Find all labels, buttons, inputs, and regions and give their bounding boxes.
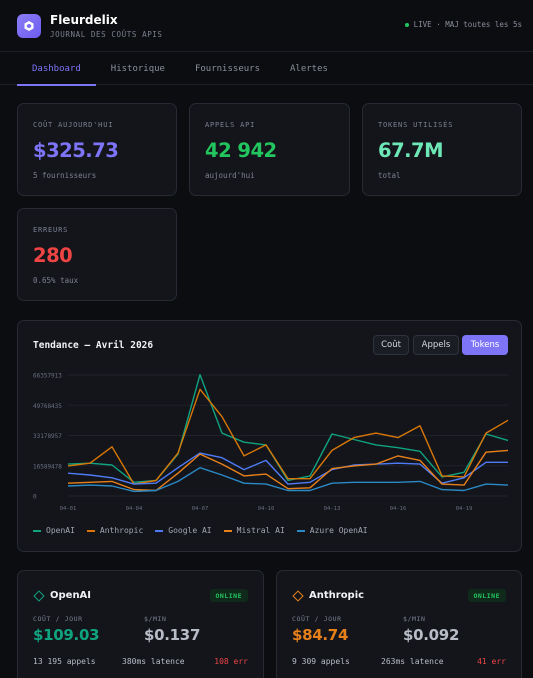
- calls-count: 13 195 appels: [33, 657, 96, 666]
- metric-tokens-button[interactable]: Tokens: [462, 335, 508, 355]
- live-dot-icon: [404, 22, 409, 27]
- stat-card-errors: ERREURS 280 0.65% taux: [17, 208, 177, 301]
- latency: 263ms latence: [381, 657, 444, 666]
- rate-value: $0.092: [403, 626, 460, 644]
- app-header: Fleurdelix JOURNAL DES COÛTS APIS LIVE ·…: [0, 0, 533, 52]
- x-tick-label: 04-07: [192, 506, 209, 512]
- legend-label: Mistral AI: [236, 526, 285, 535]
- provider-card-openai[interactable]: OpenAI ONLINE COÛT / JOUR $109.03 $/MIN …: [17, 570, 264, 678]
- stat-label: TOKENS UTILISÉS: [378, 121, 454, 129]
- cost-label: COÛT / JOUR: [292, 615, 342, 623]
- series-line-azure-openai: [67, 466, 509, 493]
- series-line-mistral-ai: [67, 449, 509, 492]
- x-tick-label: 04-16: [390, 506, 407, 512]
- app-subtitle: JOURNAL DES COÛTS APIS: [50, 29, 163, 39]
- stat-label: APPELS API: [205, 121, 256, 129]
- hexagon-icon[interactable]: [17, 13, 41, 38]
- metric-calls-button[interactable]: Appels: [413, 335, 459, 355]
- legend-swatch: [86, 529, 95, 532]
- chart-legend: OpenAI Anthropic Google AI Mistral AI Az…: [33, 526, 380, 535]
- calls-count: 9 309 appels: [292, 657, 350, 666]
- rate-label: $/MIN: [144, 615, 167, 623]
- metric-cost-button[interactable]: Coût: [373, 335, 409, 355]
- stat-value: 42 942: [205, 139, 277, 162]
- series-line-openai: [67, 373, 509, 484]
- provider-card-anthropic[interactable]: Anthropic ONLINE COÛT / JOUR $84.74 $/MI…: [276, 570, 522, 678]
- rate-label: $/MIN: [403, 615, 426, 623]
- legend-label: Azure OpenAI: [309, 526, 368, 535]
- cost-value: $109.03: [33, 626, 100, 644]
- legend-swatch: [155, 529, 164, 532]
- legend-item-mistral-ai: Mistral AI: [223, 526, 285, 535]
- diamond-icon: [292, 590, 304, 602]
- stat-card-tokens: TOKENS UTILISÉS 67.7M total: [362, 103, 522, 196]
- tab-dashboard[interactable]: Dashboard: [17, 52, 96, 86]
- stat-label: COÛT AUJOURD'HUI: [33, 121, 114, 129]
- y-tick-label: 49768435: [33, 403, 62, 410]
- main-tabs: Dashboard Historique Fournisseurs Alerte…: [0, 52, 533, 86]
- y-tick-label: 33178957: [33, 433, 62, 440]
- legend-label: Google AI: [168, 526, 212, 535]
- legend-label: Anthropic: [99, 526, 144, 535]
- live-status-text: LIVE · MAJ toutes les 5s: [413, 20, 522, 29]
- stat-card-calls: APPELS API 42 942 aujourd'hui: [189, 103, 350, 196]
- cost-label: COÛT / JOUR: [33, 615, 83, 623]
- legend-item-azure-openai: Azure OpenAI: [296, 526, 368, 535]
- x-tick-label: 04-01: [60, 506, 77, 512]
- stat-sub: total: [378, 171, 401, 180]
- provider-name: Anthropic: [309, 590, 365, 601]
- error-count: 41 err: [477, 657, 506, 666]
- tab-fournisseurs[interactable]: Fournisseurs: [194, 63, 260, 74]
- legend-item-openai: OpenAI: [33, 526, 75, 535]
- stat-sub: 0.65% taux: [33, 276, 79, 285]
- stat-sub: 5 fournisseurs: [33, 171, 97, 180]
- trend-chart-card: Tendance — Avril 2026 Coût Appels Tokens…: [17, 320, 522, 552]
- status-badge: ONLINE: [467, 589, 506, 602]
- latency: 380ms latence: [122, 657, 185, 666]
- app-title: Fleurdelix: [50, 12, 118, 27]
- live-status: LIVE · MAJ toutes les 5s: [404, 20, 522, 29]
- tab-historique[interactable]: Historique: [110, 63, 165, 74]
- rate-value: $0.137: [144, 626, 201, 644]
- legend-swatch: [33, 529, 41, 532]
- stat-value: 67.7M: [378, 139, 444, 162]
- tab-alertes[interactable]: Alertes: [290, 63, 328, 74]
- y-tick-label: 66357913: [33, 373, 62, 380]
- x-tick-label: 04-13: [324, 506, 341, 512]
- legend-swatch: [296, 529, 305, 532]
- chart-title: Tendance — Avril 2026: [33, 340, 154, 351]
- error-count: 108 err: [214, 657, 248, 666]
- legend-item-anthropic: Anthropic: [86, 526, 144, 535]
- stat-sub: aujourd'hui: [205, 171, 255, 180]
- y-axis-ticks: 66357913 49768435 33178957 16589478 0: [33, 373, 62, 501]
- legend-swatch: [223, 529, 232, 532]
- x-axis-ticks: 04-01 04-04 04-07 04-10 04-13 04-16 04-19: [60, 506, 473, 512]
- stat-label: ERREURS: [33, 226, 69, 234]
- stat-card-cost: COÛT AUJOURD'HUI $325.73 5 fournisseurs: [17, 103, 177, 196]
- cost-value: $84.74: [292, 626, 349, 644]
- stat-value: $325.73: [33, 139, 119, 162]
- legend-label: OpenAI: [46, 526, 75, 535]
- chart-grid: [68, 374, 508, 497]
- series-line-anthropic: [67, 388, 509, 485]
- chart-series: [67, 373, 509, 493]
- status-badge: ONLINE: [209, 589, 248, 602]
- x-tick-label: 04-04: [126, 506, 143, 512]
- y-tick-label: 16589478: [33, 463, 62, 470]
- stat-value: 280: [33, 244, 73, 267]
- provider-name: OpenAI: [50, 590, 92, 601]
- legend-item-google-ai: Google AI: [155, 526, 212, 535]
- x-tick-label: 04-19: [456, 506, 473, 512]
- y-tick-label: 0: [33, 494, 37, 501]
- x-tick-label: 04-10: [258, 506, 275, 512]
- diamond-icon: [33, 590, 45, 602]
